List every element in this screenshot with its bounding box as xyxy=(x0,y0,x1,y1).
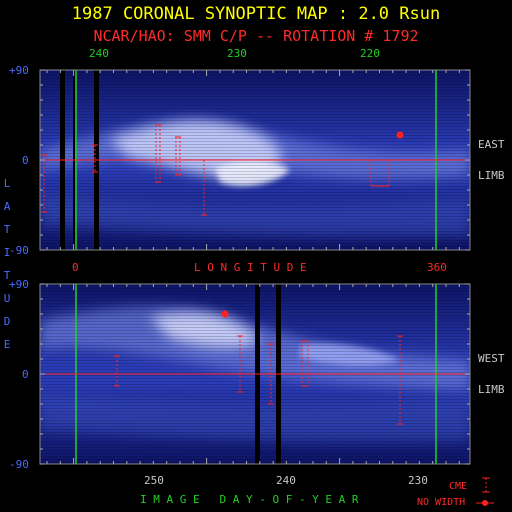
east-y-tick-top: +90 xyxy=(9,64,29,77)
cme-bracket xyxy=(268,343,274,405)
no-width-cme-marker xyxy=(221,310,229,318)
west-day-tick-240: 240 xyxy=(276,474,296,487)
longitude-axis-label: L O N G I T U D E xyxy=(194,261,307,274)
cme-bracket xyxy=(301,340,309,387)
latitude-letter: D xyxy=(3,315,11,328)
west-y-tick-zero: 0 xyxy=(22,368,29,381)
west-limb-label-1: WEST xyxy=(478,352,505,365)
cme-bracket xyxy=(175,136,181,176)
latitude-letter: U xyxy=(3,292,11,305)
west-y-tick-bottom: -90 xyxy=(9,458,29,471)
latitude-letter: L xyxy=(3,177,11,190)
east-y-tick-zero: 0 xyxy=(22,154,29,167)
east-y-tick-bottom: -90 xyxy=(9,244,29,257)
latitude-letter: T xyxy=(3,269,11,282)
longitude-tick-0: 0 xyxy=(72,261,79,274)
no-width-cme-marker xyxy=(396,131,404,139)
cme-bracket xyxy=(397,335,403,425)
east-limb-label-1: EAST xyxy=(478,138,505,151)
east-top-tick-240: 240 xyxy=(89,47,109,60)
cme-bracket xyxy=(114,355,120,387)
latitude-letter: A xyxy=(3,200,11,213)
legend-cme-mark xyxy=(482,477,490,493)
west-limb-label-2: LIMB xyxy=(478,383,505,396)
chart-subtitle: NCAR/HAO: SMM C/P -- ROTATION # 1792 xyxy=(93,27,419,45)
latitude-letter: I xyxy=(3,246,11,259)
cme-bracket xyxy=(92,144,98,173)
west-day-tick-230: 230 xyxy=(408,474,428,487)
west-y-tick-top: +90 xyxy=(9,278,29,291)
cme-bracket xyxy=(41,154,47,213)
east-top-tick-220: 220 xyxy=(360,47,380,60)
cme-bracket xyxy=(370,159,390,187)
latitude-letter: E xyxy=(3,338,11,351)
cme-bracket xyxy=(201,159,207,216)
latitude-letter: T xyxy=(3,223,11,236)
cme-bracket xyxy=(155,124,161,183)
east-top-tick-230: 230 xyxy=(227,47,247,60)
legend-no-width-label: NO WIDTH xyxy=(417,497,466,508)
day-of-year-axis-label: I M A G E D A Y - O F - Y E A R xyxy=(140,493,359,506)
legend-no-width-mark xyxy=(476,500,494,506)
longitude-tick-360: 360 xyxy=(427,261,447,274)
legend-cme-label: CME xyxy=(449,481,468,492)
west-day-tick-250: 250 xyxy=(144,474,164,487)
cme-bracket xyxy=(237,335,243,393)
chart-title: 1987 CORONAL SYNOPTIC MAP : 2.0 Rsun xyxy=(71,4,441,24)
east-limb-label-2: LIMB xyxy=(478,169,505,182)
